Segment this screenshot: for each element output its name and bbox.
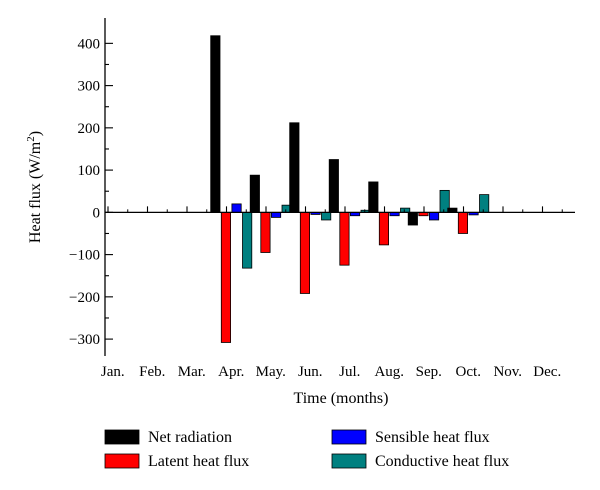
plot-area [210, 35, 490, 343]
legend-label-sensible-heat-flux: Sensible heat flux [375, 429, 490, 446]
y-tick-label: 400 [78, 36, 101, 52]
bar-latent-heat-flux-apr [220, 211, 232, 343]
x-tick-label-jan: Jan. [101, 364, 125, 380]
bar-net-radiation-aug [368, 181, 379, 213]
x-tick-label-jul: Jul. [339, 364, 360, 380]
bar-sensible-heat-flux-apr [231, 203, 242, 213]
bar-net-radiation-may [249, 174, 260, 213]
y-ticks: −300 −200 −100 0 100 200 300 400 [69, 36, 113, 348]
x-tick-label-mar: Mar. [178, 364, 206, 380]
x-axis-title: Time (months) [294, 390, 389, 407]
legend-label-latent-heat-flux: Latent heat flux [148, 453, 249, 470]
bar-net-radiation-jul [328, 159, 339, 213]
x-tick-label-jun: Jun. [298, 364, 323, 380]
bar-latent-heat-flux-may [260, 211, 271, 253]
bar-net-radiation-apr [210, 35, 221, 213]
y-tick-label: −300 [69, 332, 100, 348]
bar-latent-heat-flux-aug [378, 211, 389, 246]
axes [104, 18, 575, 356]
y-axis-title: Heat flux (W/m2) [25, 131, 44, 243]
y-axis-title-tail: ) [27, 131, 44, 136]
legend-label-net-radiation: Net radiation [148, 429, 232, 446]
y-tick-label: 300 [78, 79, 101, 95]
x-tick-label-sep: Sep. [416, 364, 442, 380]
x-tick-label-may: May. [256, 364, 286, 380]
x-tick-label-feb: Feb. [139, 364, 165, 380]
legend-swatch-latent-heat-flux [104, 453, 140, 469]
x-tick-label-oct: Oct. [456, 364, 481, 380]
y-tick-label: 0 [93, 205, 101, 221]
x-tick-label-apr: Apr. [218, 364, 244, 380]
bar-conductive-heat-flux-oct [479, 194, 490, 213]
legend: Net radiation Latent heat flux Sensible … [104, 429, 509, 470]
y-tick-label: 200 [78, 121, 101, 137]
legend-label-conductive-heat-flux: Conductive heat flux [375, 453, 509, 470]
bar-net-radiation-sep [407, 211, 418, 226]
x-tick-label-dec: Dec. [533, 364, 561, 380]
y-axis-title-main: Heat flux (W/m [27, 141, 44, 243]
bar-latent-heat-flux-jul [339, 211, 350, 266]
x-tick-label-aug: Aug. [374, 364, 404, 380]
bar-latent-heat-flux-jun [299, 211, 310, 294]
bar-latent-heat-flux-oct [457, 211, 468, 234]
y-tick-label: −100 [69, 248, 100, 264]
y-tick-label: −200 [69, 290, 100, 306]
y-tick-label: 100 [78, 163, 101, 179]
y-axis-title-superscript: 2 [25, 136, 37, 142]
bar-conductive-heat-flux-jun [321, 211, 332, 221]
bar-conductive-heat-flux-apr [242, 211, 253, 269]
bar-sensible-heat-flux-sep [428, 211, 440, 221]
x-ticks: Jan. Feb. Mar. Apr. May. Jun. Jul. Aug. Sep. Oct.… [101, 206, 563, 380]
bar-net-radiation-jun [289, 122, 300, 213]
legend-swatch-conductive-heat-flux [331, 453, 367, 469]
legend-swatch-sensible-heat-flux [331, 429, 367, 445]
x-tick-label-nov: Nov. [493, 364, 522, 380]
bar-sensible-heat-flux-may [270, 211, 282, 218]
legend-swatch-net-radiation [104, 429, 140, 445]
